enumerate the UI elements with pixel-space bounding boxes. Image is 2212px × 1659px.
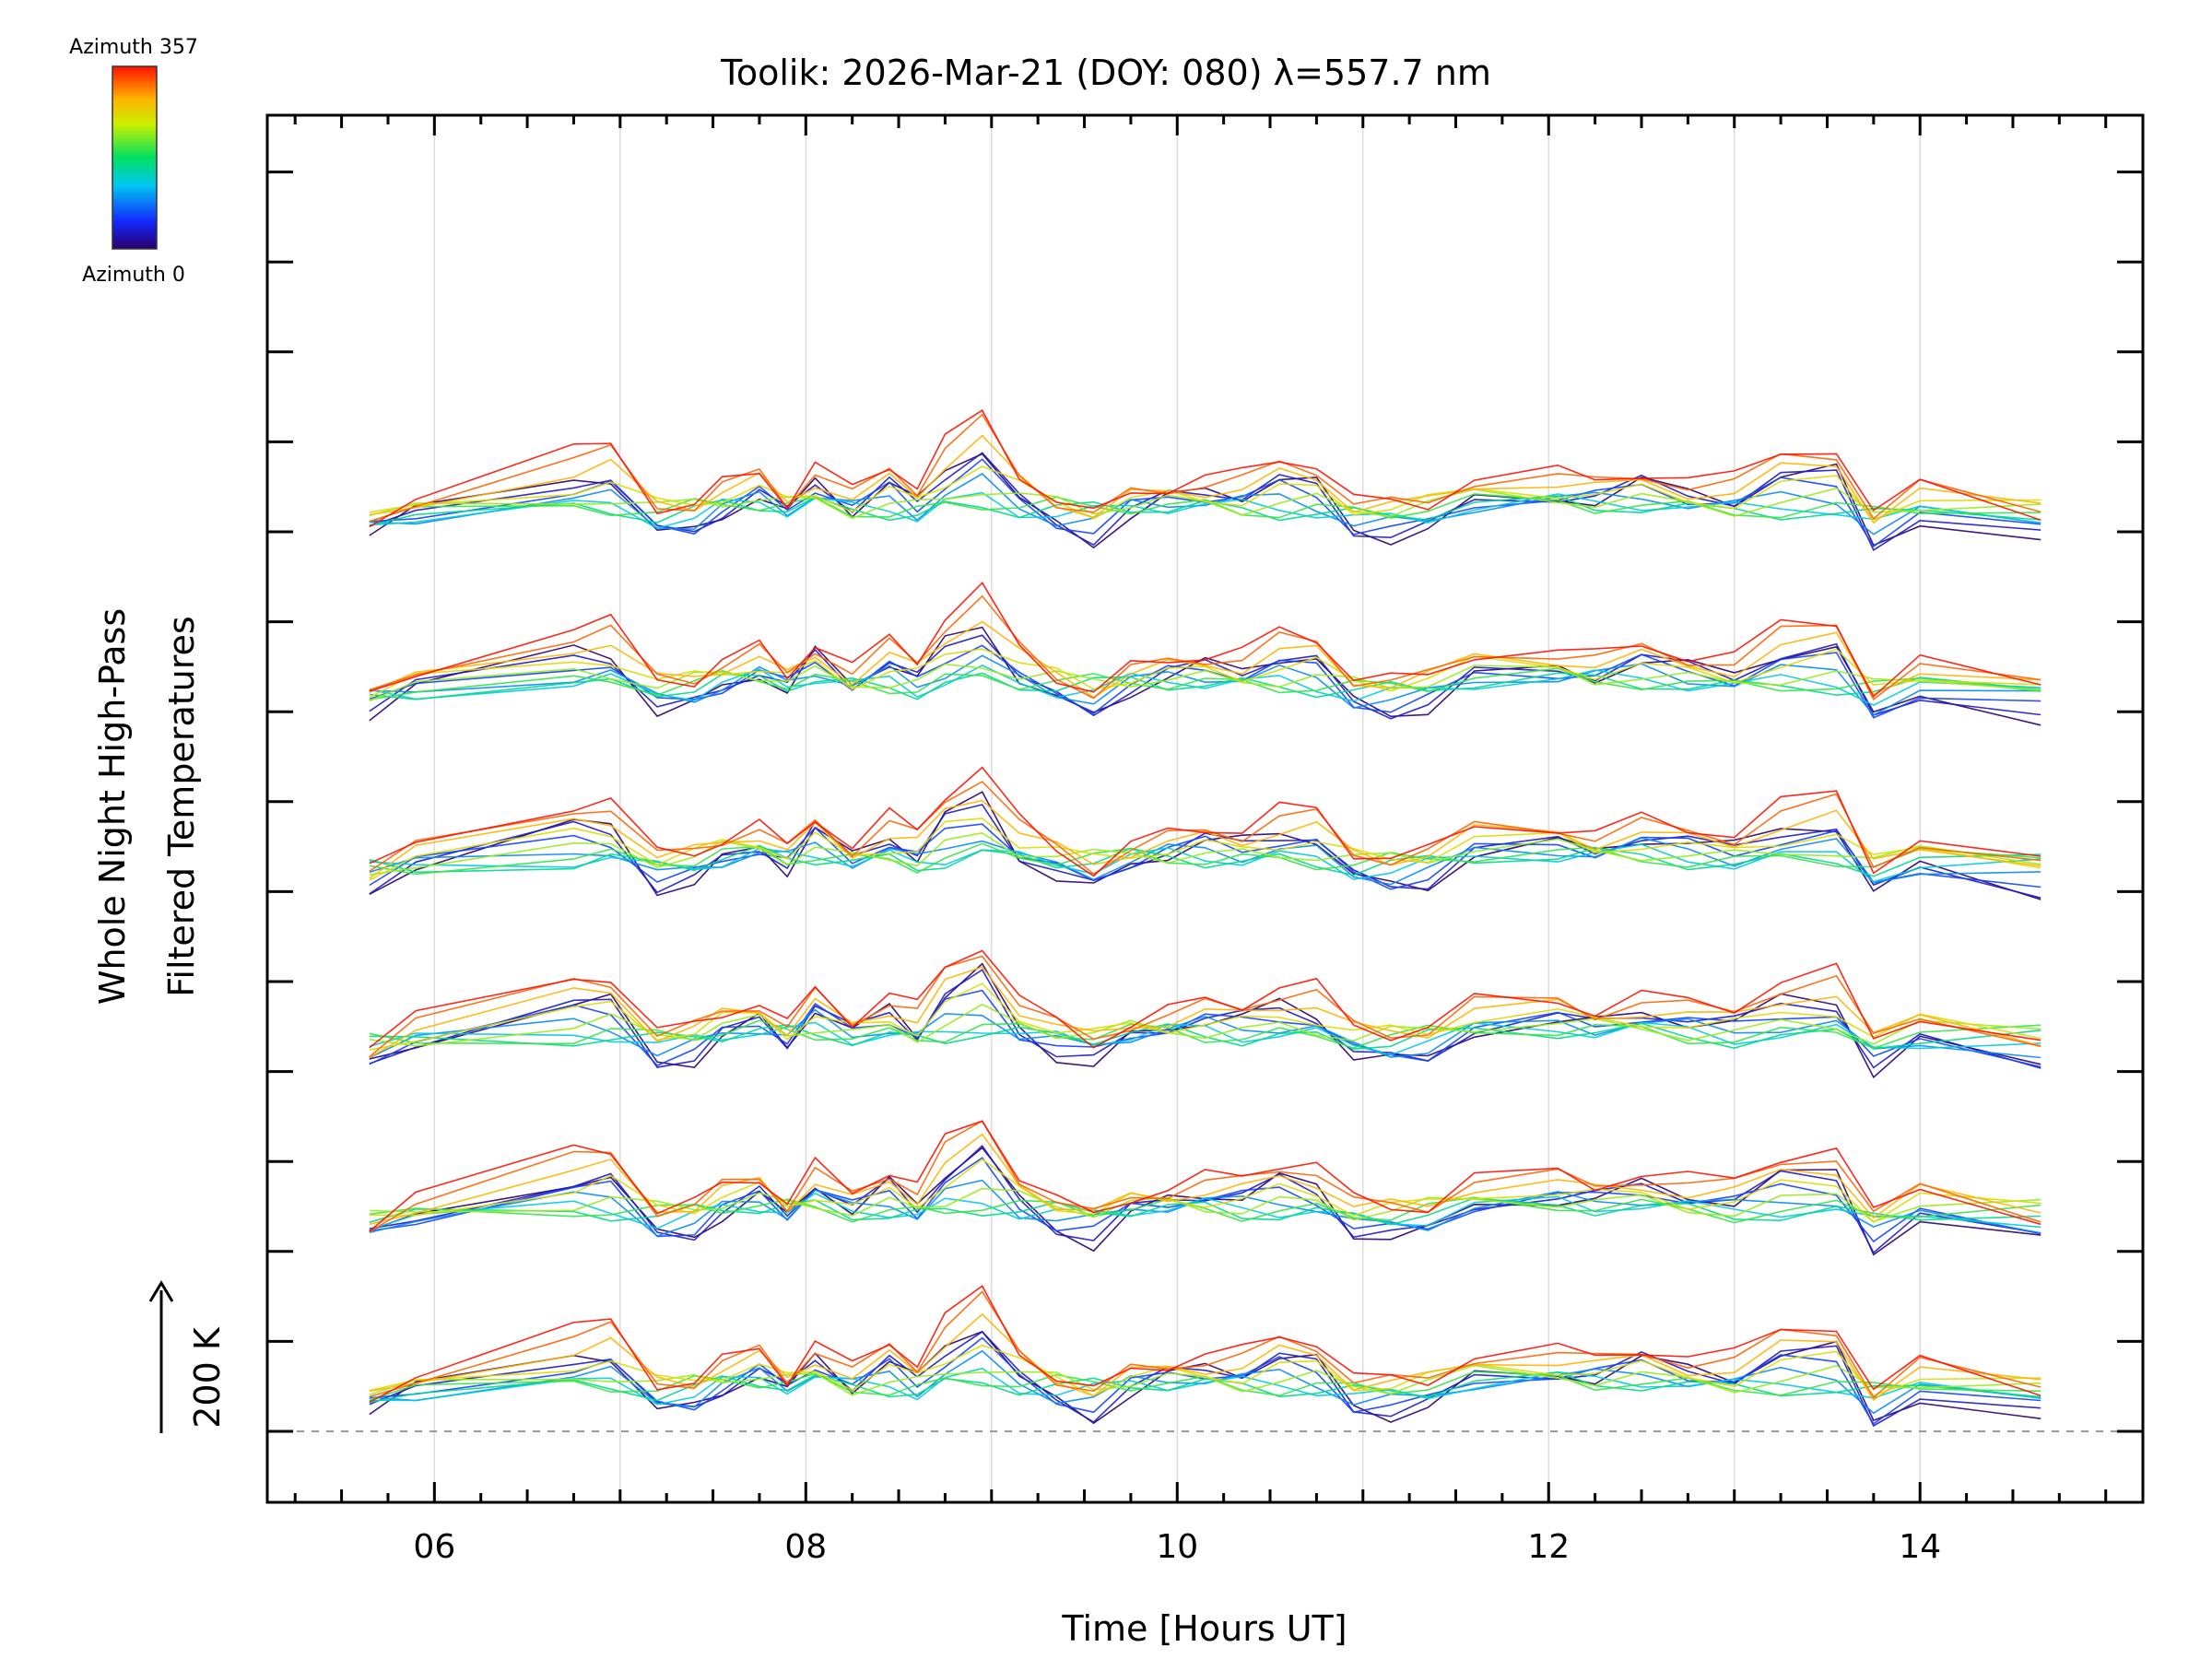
series-line <box>369 1330 2041 1425</box>
series-line <box>369 1290 2041 1399</box>
series-line <box>369 1197 2041 1226</box>
plot-area: 06 08 10 12 14 <box>265 113 2145 1566</box>
y-axis-label-line2: Filtered Temperatures <box>161 616 202 996</box>
legend-top-label: Azimuth 357 <box>69 36 198 59</box>
x-tick-label: 06 <box>413 1528 455 1566</box>
series-line <box>369 837 2041 886</box>
series-line <box>369 1330 2041 1428</box>
legend-colorbar <box>112 65 158 250</box>
series-line <box>369 1344 2041 1397</box>
series-line <box>369 1003 2041 1047</box>
x-tick-label: 14 <box>1899 1528 1941 1566</box>
series-line <box>369 409 2041 528</box>
color-legend: Azimuth 357 Azimuth 0 <box>69 36 198 287</box>
series-group <box>369 409 2041 1428</box>
y-ticks <box>267 171 2143 1433</box>
series-line <box>369 966 2041 1059</box>
x-tick-label: 10 <box>1156 1528 1198 1566</box>
series-line <box>369 1371 2041 1401</box>
x-tick-label: 08 <box>784 1528 827 1566</box>
series-line <box>369 582 2041 698</box>
series-line <box>369 949 2041 1049</box>
series-line <box>369 667 2041 700</box>
series-line <box>369 1196 2041 1224</box>
series-line <box>369 1285 2041 1404</box>
plot-frame <box>265 113 2145 1504</box>
series-line <box>369 620 2041 699</box>
scale-arrow-head <box>148 1280 174 1302</box>
series-line <box>369 1364 2041 1396</box>
x-ticks: 06 08 10 12 14 <box>293 115 2108 1566</box>
x-tick-label: 12 <box>1527 1528 1570 1566</box>
series-line <box>369 495 2041 526</box>
series-line <box>369 1336 2041 1425</box>
series-line <box>369 844 2041 877</box>
series-line <box>369 766 2041 877</box>
series-line <box>369 1144 2041 1254</box>
series-line <box>369 1187 2041 1223</box>
series-line <box>369 413 2041 523</box>
series-line <box>369 648 2041 699</box>
series-line <box>369 1120 2041 1232</box>
x-axis-label: Time [Hours UT] <box>1061 1608 1347 1649</box>
chart-title: Toolik: 2026-Mar-21 (DOY: 080) λ=557.7 n… <box>720 53 1491 93</box>
y-axis-label-line1: Whole Night High-Pass <box>92 608 133 1005</box>
series-line <box>369 654 2041 716</box>
series-line <box>369 955 2041 1058</box>
series-line <box>369 804 2041 899</box>
series-line <box>369 781 2041 876</box>
series-line <box>369 453 2041 549</box>
series-line <box>369 634 2041 720</box>
series-line <box>369 487 2041 520</box>
scale-indicator: 200 K <box>148 1280 228 1433</box>
legend-bottom-label: Azimuth 0 <box>82 264 185 287</box>
scale-label: 200 K <box>187 1326 228 1429</box>
x-grid <box>433 115 1921 1502</box>
series-line <box>369 1120 2041 1233</box>
series-line <box>369 843 2041 883</box>
